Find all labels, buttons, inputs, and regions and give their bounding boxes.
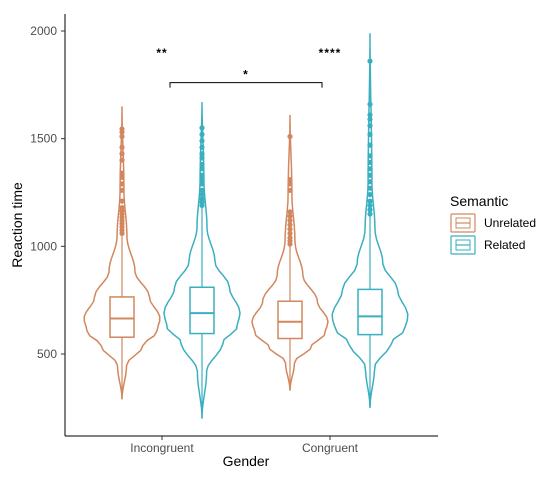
outlier-point	[367, 142, 373, 148]
outlier-point	[119, 187, 125, 193]
outlier-point	[367, 101, 373, 107]
x-ticks: Incongruent Congruent	[130, 436, 359, 455]
outlier-point	[119, 170, 125, 176]
significance-label: **	[156, 46, 167, 60]
significance-label: ****	[319, 46, 342, 60]
y-tick-label: 2000	[30, 24, 57, 38]
x-axis-title: Gender	[223, 453, 270, 469]
outlier-point	[367, 192, 373, 198]
iqr-box	[357, 288, 383, 336]
outlier-point	[367, 131, 373, 137]
outlier-point	[367, 166, 373, 172]
outlier-point	[119, 174, 125, 181]
x-tick-label: Congruent	[302, 441, 359, 455]
outlier-point	[287, 181, 293, 187]
outlier-point	[287, 176, 293, 183]
y-tick-label: 1000	[30, 239, 57, 253]
outlier-point	[199, 155, 205, 161]
outlier-point	[119, 181, 125, 187]
x-tick-label: Incongruent	[130, 441, 194, 455]
outlier-point	[119, 198, 125, 204]
outlier-point	[367, 116, 373, 122]
outlier-point	[367, 58, 373, 64]
outlier-point	[199, 176, 205, 183]
outlier-point	[119, 204, 125, 211]
outlier-point	[199, 196, 205, 202]
violin-group	[251, 115, 329, 391]
y-axis-title: Reaction time	[9, 182, 25, 268]
y-tick-label: 1500	[30, 132, 57, 146]
outlier-point	[287, 187, 293, 193]
outlier-point	[367, 211, 373, 217]
iqr-box	[189, 286, 215, 335]
outlier-point	[287, 213, 293, 219]
outlier-point	[199, 187, 205, 193]
outlier-point	[199, 172, 205, 178]
violin-outline	[83, 106, 161, 400]
outlier-point	[119, 133, 125, 140]
iqr-box	[277, 300, 303, 340]
significance-bracket	[169, 82, 323, 88]
violin-group	[83, 106, 161, 400]
outlier-point	[367, 198, 373, 204]
outlier-point	[199, 166, 205, 172]
outlier-point	[287, 209, 293, 215]
outlier-point	[367, 153, 373, 159]
outlier-point	[367, 172, 373, 178]
outlier-point	[287, 222, 293, 228]
outlier-point	[199, 138, 205, 144]
outlier-point	[287, 133, 293, 140]
outlier-point	[367, 112, 373, 118]
outlier-point	[287, 217, 293, 224]
outlier-point	[199, 181, 205, 187]
outlier-point	[199, 125, 205, 131]
outlier-point	[199, 161, 205, 168]
outlier-point	[367, 207, 373, 213]
legend: Semantic Unrelated Related	[450, 193, 536, 255]
legend-key	[450, 213, 476, 233]
significance-label: *	[243, 68, 249, 82]
legend-key	[450, 235, 476, 255]
violin-group	[163, 102, 241, 419]
outlier-point	[119, 144, 125, 150]
legend-label: Related	[484, 238, 525, 252]
outlier-point	[367, 123, 373, 129]
outlier-point	[199, 151, 205, 157]
y-tick-label: 500	[37, 347, 57, 361]
violins-layer	[83, 33, 409, 419]
outlier-point	[287, 230, 293, 237]
outlier-point	[119, 157, 125, 163]
violin-outline	[331, 33, 409, 408]
y-ticks: 500 1000 1500 2000	[30, 24, 65, 361]
axes	[64, 14, 438, 437]
outlier-point	[367, 202, 373, 209]
outlier-point	[199, 144, 205, 150]
violin-outline	[163, 102, 241, 419]
legend-label: Unrelated	[484, 216, 536, 230]
outlier-point	[199, 192, 205, 198]
iqr-box	[109, 296, 135, 338]
outlier-point	[367, 185, 373, 191]
outlier-point	[287, 226, 293, 232]
outlier-point	[119, 151, 125, 157]
outlier-point	[199, 131, 205, 137]
outlier-point	[367, 179, 373, 185]
violin-group	[331, 33, 409, 408]
legend-title: Semantic	[450, 193, 508, 209]
outlier-point	[367, 159, 373, 165]
outlier-point	[119, 126, 125, 132]
outlier-point	[287, 235, 293, 241]
significance-annotations: ** *****	[156, 46, 342, 88]
violin-outline	[251, 115, 329, 391]
